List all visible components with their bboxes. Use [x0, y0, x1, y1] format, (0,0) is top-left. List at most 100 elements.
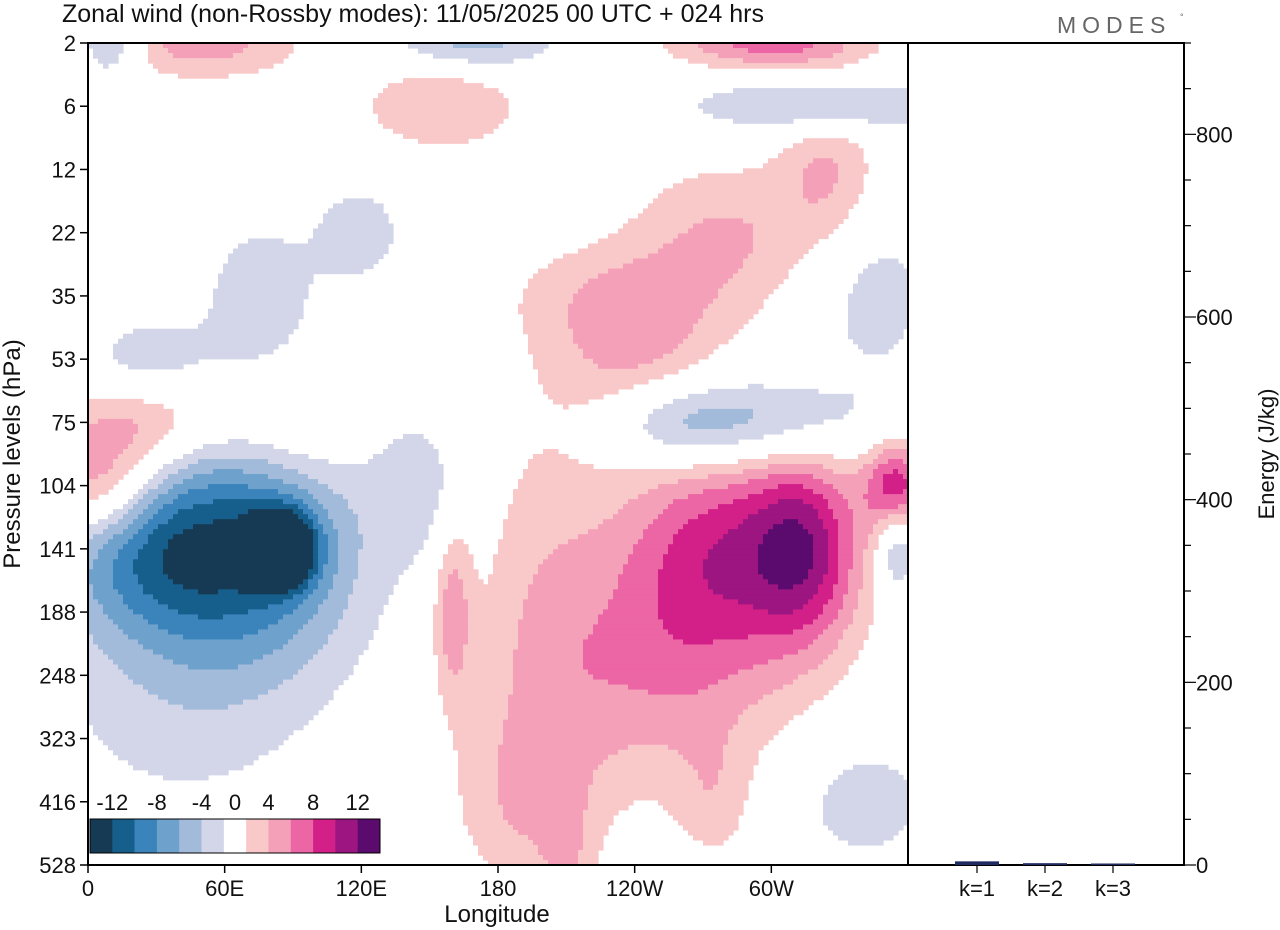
heatmap-cell: [438, 579, 449, 585]
heatmap-cell: [468, 58, 514, 64]
heatmap-cell: [438, 674, 514, 681]
heatmap-cell: [508, 819, 584, 826]
heatmap-cell: [313, 554, 319, 560]
heatmap-cell: [833, 594, 844, 600]
heatmap-cell: [443, 634, 469, 641]
heatmap-cell: [598, 619, 664, 626]
heatmap-cell: [218, 589, 239, 595]
heatmap-cell: [88, 433, 134, 440]
heatmap-cell: [763, 694, 824, 701]
heatmap-cell: [98, 734, 289, 741]
heatmap-cell: [88, 443, 129, 450]
heatmap-cell: [373, 108, 509, 114]
heatmap-cell: [308, 594, 329, 600]
heatmap-cell: [568, 313, 704, 320]
heatmap-cell: [138, 549, 164, 555]
heatmap-cell: [578, 343, 679, 350]
heatmap-cell: [238, 664, 304, 671]
heatmap-cell: [328, 514, 359, 520]
heatmap-cell: [453, 734, 504, 741]
heatmap-cell: [88, 418, 99, 425]
y-tick-label: 416: [39, 790, 76, 815]
heatmap-cell: [318, 539, 329, 545]
heatmap-cell: [273, 649, 319, 656]
heatmap-cell: [328, 549, 339, 555]
heatmap-cell: [108, 524, 129, 530]
heatmap-cell: [828, 504, 849, 510]
heatmap-cell: [173, 514, 239, 520]
heatmap-cell: [318, 529, 324, 535]
heatmap-cell: [718, 288, 774, 295]
heatmap-cell: [673, 634, 749, 641]
heatmap-cell: [278, 489, 309, 495]
heatmap-cell: [313, 549, 319, 555]
heatmap-cell: [88, 594, 94, 600]
heatmap-cell: [488, 859, 549, 865]
heatmap-cell: [463, 664, 514, 671]
heatmap-cell: [698, 318, 749, 325]
heatmap-cell: [798, 674, 844, 681]
heatmap-cell: [518, 644, 584, 651]
heatmap-cell: [313, 539, 319, 545]
heatmap-cell: [848, 323, 908, 330]
heatmap-cell: [553, 398, 589, 405]
heatmap-cell: [588, 669, 739, 676]
heatmap-cell: [803, 168, 839, 174]
heatmap-cell: [178, 73, 229, 79]
heatmap-cell: [323, 218, 389, 225]
heatmap-cell: [178, 469, 214, 475]
heatmap-cell: [848, 308, 908, 315]
heatmap-cell: [813, 559, 829, 565]
heatmap-cell: [588, 243, 664, 250]
heatmap-cell: [288, 639, 329, 646]
heatmap-cell: [838, 163, 869, 169]
heatmap-cell: [838, 574, 849, 580]
heatmap-cell: [718, 504, 769, 510]
heatmap-cell: [308, 238, 394, 245]
heatmap-cell: [163, 43, 249, 49]
heatmap-cell: [468, 624, 519, 631]
heatmap-cell: [323, 644, 369, 651]
heatmap-cell: [523, 469, 744, 475]
heatmap-cell: [143, 524, 159, 530]
heatmap-cell: [373, 454, 439, 460]
heatmap-cell: [878, 464, 908, 470]
heatmap-cell: [298, 604, 319, 610]
heatmap-cell: [233, 53, 289, 59]
heatmap-cell: [748, 48, 804, 54]
heatmap-cell: [598, 238, 674, 245]
heatmap-cell: [88, 719, 309, 726]
heatmap-cell: [813, 549, 829, 555]
heatmap-cell: [318, 559, 329, 565]
heatmap-cell: [753, 248, 809, 255]
heatmap-cell: [823, 524, 839, 530]
heatmap-cell: [88, 704, 184, 711]
energy-tick-label: 600: [1196, 305, 1233, 330]
heatmap-cell: [283, 644, 324, 651]
heatmap-cell: [808, 529, 829, 535]
heatmap-cell: [168, 489, 189, 495]
heatmap-cell: [88, 654, 109, 661]
heatmap-cell: [888, 554, 908, 560]
heatmap-cell: [758, 564, 814, 570]
heatmap-cell: [498, 779, 594, 786]
heatmap-cell: [98, 474, 124, 480]
heatmap-cell: [543, 448, 559, 455]
heatmap-cell: [598, 273, 734, 280]
heatmap-cell: [113, 534, 134, 540]
heatmap-cell: [88, 559, 94, 565]
heatmap-cell: [108, 654, 164, 661]
heatmap-cell: [338, 619, 379, 626]
heatmap-cell: [108, 744, 279, 751]
heatmap-cell: [278, 619, 309, 626]
heatmap-cell: [833, 514, 854, 520]
heatmap-cell: [863, 569, 874, 575]
heatmap-cell: [678, 343, 719, 350]
heatmap-cell: [743, 168, 804, 174]
heatmap-cell: [358, 519, 434, 525]
heatmap-cell: [828, 599, 844, 605]
heatmap-cell: [458, 754, 499, 761]
heatmap-cell: [583, 839, 604, 846]
heatmap-cell: [183, 704, 229, 711]
heatmap-cell: [508, 704, 749, 711]
